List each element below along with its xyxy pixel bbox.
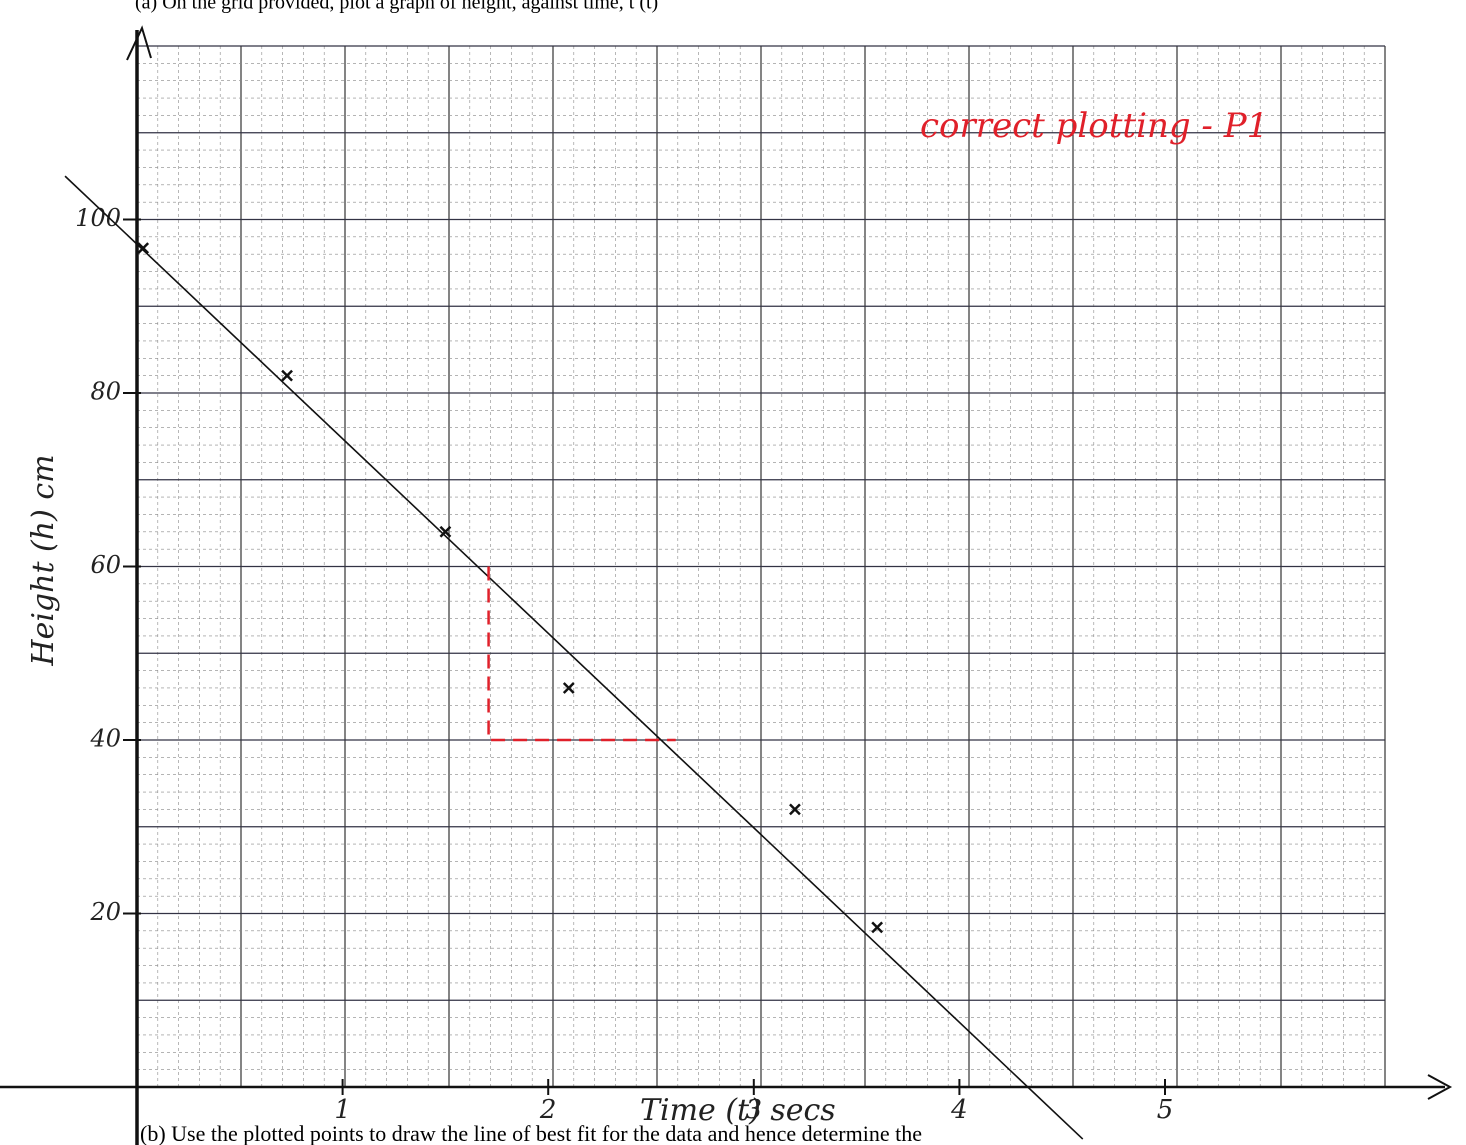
x-tick-label: 4 xyxy=(950,1095,968,1125)
x-tick-label: 5 xyxy=(1157,1095,1174,1125)
x-tick-label: 2 xyxy=(539,1095,557,1125)
chart: (a) On the grid provided, plot a graph o… xyxy=(0,0,1466,1145)
y-axis-label: Height (h) cm xyxy=(26,454,61,666)
question-a: (a) On the grid provided, plot a graph o… xyxy=(135,0,658,14)
y-tick-label: 80 xyxy=(90,378,121,406)
annotation: correct plotting - P1 xyxy=(920,106,1268,146)
y-tick-label: 60 xyxy=(90,551,121,579)
graph-paper xyxy=(137,46,1385,1087)
x-tick-label: 3 xyxy=(746,1095,763,1125)
point xyxy=(138,243,148,253)
x-axis-label: Time (t) secs xyxy=(640,1093,836,1128)
y-axis-arrow xyxy=(127,28,151,60)
page: {"chart_data": {"type": "scatter", "ques… xyxy=(0,0,1466,1145)
y-tick-label: 40 xyxy=(89,725,121,753)
x-tick-label: 1 xyxy=(334,1095,351,1125)
y-tick-label: 20 xyxy=(89,898,121,926)
